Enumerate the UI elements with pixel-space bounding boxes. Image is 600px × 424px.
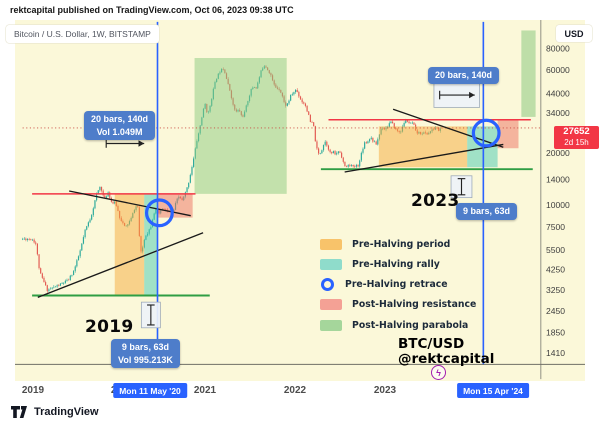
currency-toggle[interactable]: USD	[556, 25, 592, 42]
legend-label: Pre-Halving period	[352, 238, 451, 250]
signature-handle: @rektcapital	[398, 351, 495, 367]
symbol-title-chip[interactable]: Bitcoin / U.S. Dollar, 1W, BITSTAMP	[6, 25, 159, 43]
callout-line: Vol 1.049M	[96, 126, 143, 137]
x-axis-label-2019[interactable]: 2019	[21, 385, 45, 396]
legend-label: Post-Halving resistance	[352, 299, 477, 311]
price-tick-label: 5500	[546, 245, 565, 255]
price-tick-label: 10000	[546, 200, 570, 210]
legend-item-prehalving-period: Pre-Halving period	[320, 238, 476, 250]
callout-prehalving-2020: 20 bars, 140d Vol 1.049M	[84, 111, 156, 140]
chart-legend: Pre-Halving period Pre-Halving rally Pre…	[320, 238, 476, 339]
callout-line: 9 bars, 63d	[121, 342, 169, 352]
price-tick-label: 14000	[546, 175, 570, 185]
tradingview-logo-icon[interactable]	[10, 405, 28, 419]
bar-countdown: 2d 15h	[564, 138, 589, 147]
halving-date-badge-2024: Mon 15 Apr '24	[457, 383, 529, 398]
callout-line: 20 bars, 140d	[435, 70, 493, 80]
publish-info-bar: rektcapital published on TradingView.com…	[0, 0, 600, 20]
teal-swatch-icon	[320, 258, 342, 270]
price-tick-label: 80000	[546, 43, 570, 53]
price-tick-label: 20000	[546, 148, 570, 158]
callout-line: Vol 995.213K	[118, 354, 173, 365]
year-annotation-2023: 2023	[411, 191, 460, 211]
zone-pre-halving-period-2020	[114, 193, 145, 295]
footer-bar: TradingView	[0, 400, 600, 424]
trendline-descending-2019	[69, 190, 191, 217]
x-axis-label-2023[interactable]: 2023	[373, 385, 397, 396]
zone-post-halving-resistance-2020	[157, 193, 193, 218]
pre-halving-retrace-circle	[471, 118, 501, 148]
zone-post-halving-resistance-2024	[497, 119, 519, 149]
trendline-ascending-2023	[344, 143, 504, 173]
x-axis-label-2021[interactable]: 2021	[193, 385, 217, 396]
callout-line: 20 bars, 140d	[91, 114, 149, 124]
pink-swatch-icon	[320, 299, 342, 311]
zone-post-halving-parabola-2024	[521, 30, 536, 117]
currency-label: USD	[564, 28, 584, 39]
price-tick-label: 60000	[546, 65, 570, 75]
legend-item-posthalving-resistance: Post-Halving resistance	[320, 299, 476, 311]
price-tick-label: 3250	[546, 285, 565, 295]
price-tick-label: 1850	[546, 327, 565, 337]
callout-line: 9 bars, 63d	[463, 206, 511, 216]
pre-halving-retrace-circle	[144, 198, 174, 228]
lightning-glyph: ϟ	[436, 367, 441, 378]
current-price-badge: 27652 2d 15h	[554, 126, 599, 149]
year-annotation-2019: 2019	[85, 317, 134, 337]
price-tick-label: 1410	[546, 348, 565, 358]
price-tick-label: 34000	[546, 108, 570, 118]
halving-date-badge-2020: Mon 11 May '20	[113, 383, 187, 398]
price-tick-label: 4250	[546, 265, 565, 275]
current-price-value: 27652	[563, 126, 590, 137]
lightning-icon: ϟ	[431, 365, 446, 380]
trendline-descending-2023	[392, 108, 504, 148]
signature-symbol: BTC/USD	[398, 336, 465, 352]
callout-retrace-2020: 9 bars, 63d Vol 995.213K	[111, 339, 180, 368]
callout-prehalving-2024: 20 bars, 140d	[428, 67, 500, 84]
blue-circle-icon	[321, 278, 334, 292]
legend-label: Post-Halving parabola	[352, 319, 469, 331]
publish-info-text: rektcapital published on TradingView.com…	[10, 5, 294, 15]
legend-item-prehalving-rally: Pre-Halving rally	[320, 258, 476, 270]
trendline-ascending-2019	[37, 232, 204, 299]
symbol-title: Bitcoin / U.S. Dollar, 1W, BITSTAMP	[14, 29, 151, 39]
green-swatch-icon	[320, 319, 342, 331]
zone-post-halving-parabola-2021	[194, 58, 287, 194]
legend-item-prehalving-retrace: Pre-Halving retrace	[320, 278, 476, 292]
legend-label: Pre-Halving rally	[352, 258, 440, 270]
price-tick-label: 44000	[546, 88, 570, 98]
orange-swatch-icon	[320, 238, 342, 250]
zone-pre-halving-period-2024	[378, 126, 468, 168]
price-tick-label: 7500	[546, 222, 565, 232]
tradingview-brand-text[interactable]: TradingView	[34, 406, 99, 418]
price-tick-label: 2450	[546, 306, 565, 316]
x-axis-label-2022[interactable]: 2022	[283, 385, 307, 396]
author-signature: BTC/USD @rektcapital	[398, 337, 494, 367]
legend-item-posthalving-parabola: Post-Halving parabola	[320, 319, 476, 331]
callout-retrace-2024: 9 bars, 63d	[456, 203, 518, 220]
legend-label: Pre-Halving retrace	[345, 279, 448, 291]
